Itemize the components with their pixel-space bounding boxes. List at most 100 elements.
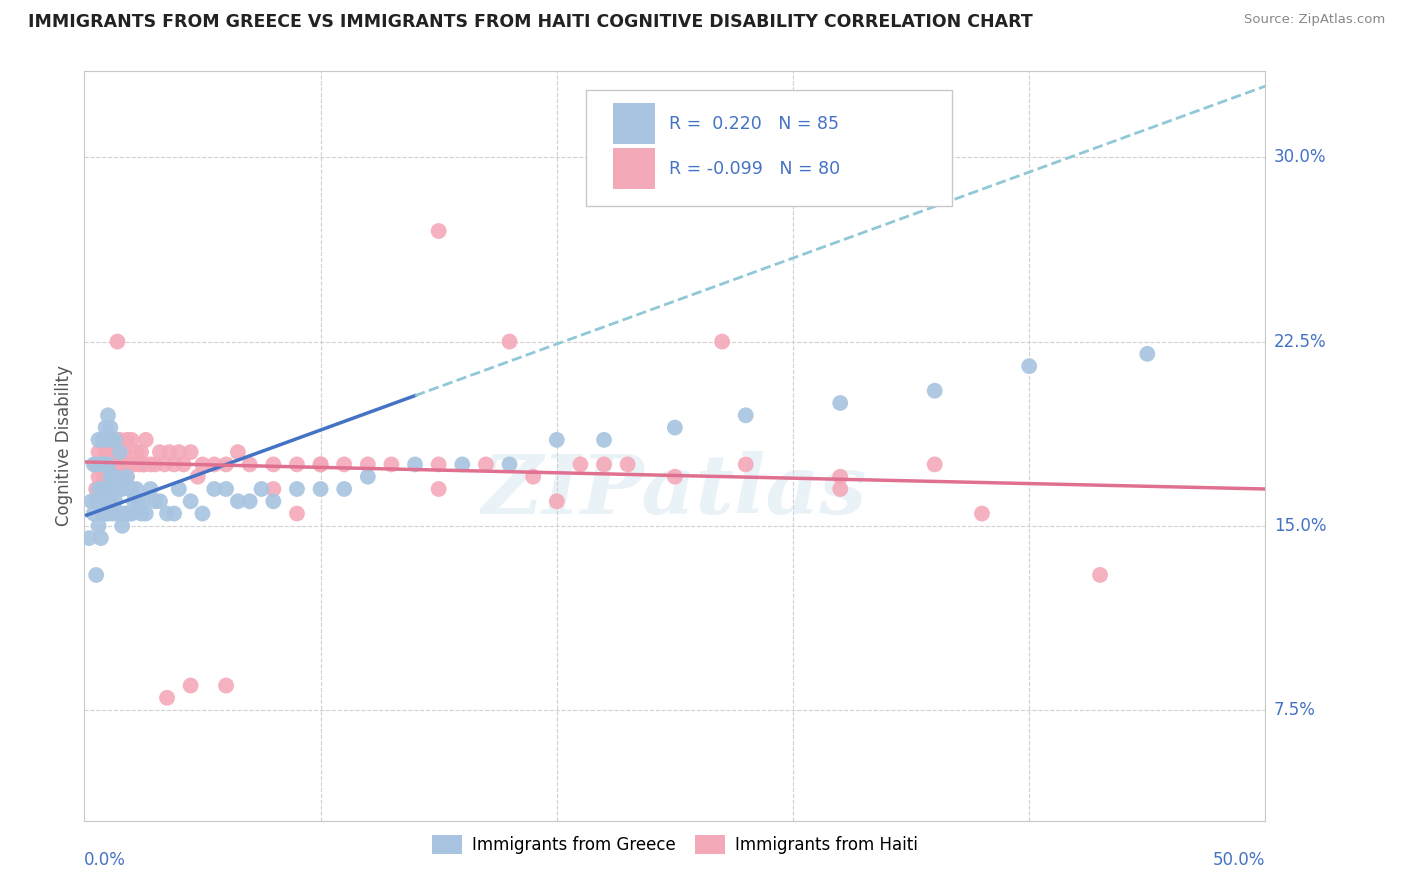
Point xyxy=(91,507,114,521)
Text: 0.0%: 0.0% xyxy=(84,851,127,869)
Point xyxy=(107,507,129,521)
Point xyxy=(83,507,105,521)
Point xyxy=(262,458,284,472)
Point xyxy=(285,507,308,521)
Point xyxy=(129,507,152,521)
Point xyxy=(98,445,121,459)
Point xyxy=(129,445,152,459)
Text: 22.5%: 22.5% xyxy=(1274,333,1326,351)
Point xyxy=(924,458,946,472)
Point xyxy=(451,458,474,472)
Point xyxy=(180,445,202,459)
Point xyxy=(101,458,124,472)
Point xyxy=(97,482,120,496)
Point xyxy=(91,482,114,496)
Point xyxy=(121,433,143,447)
Point xyxy=(108,458,131,472)
Text: 30.0%: 30.0% xyxy=(1274,148,1326,166)
Point xyxy=(115,458,138,472)
Point xyxy=(202,482,225,496)
Point xyxy=(122,494,145,508)
Point xyxy=(121,458,143,472)
Point xyxy=(149,494,172,508)
Point xyxy=(309,482,332,496)
Point xyxy=(180,679,202,693)
Text: 7.5%: 7.5% xyxy=(1274,701,1316,719)
Point xyxy=(97,482,120,496)
Text: ZIPatlas: ZIPatlas xyxy=(482,451,868,531)
Point xyxy=(135,433,157,447)
Point xyxy=(97,458,120,472)
Point xyxy=(664,420,686,434)
Point xyxy=(84,458,107,472)
Point xyxy=(84,482,107,496)
Point xyxy=(107,482,129,496)
Point xyxy=(475,458,498,472)
Point xyxy=(115,433,138,447)
Point xyxy=(132,458,155,472)
Point xyxy=(546,494,568,508)
Text: R =  0.220   N = 85: R = 0.220 N = 85 xyxy=(669,115,839,133)
Point xyxy=(122,458,145,472)
Point xyxy=(215,458,238,472)
Text: 15.0%: 15.0% xyxy=(1274,516,1326,535)
Point xyxy=(924,384,946,398)
Point xyxy=(427,482,450,496)
Point xyxy=(98,420,121,434)
Point xyxy=(107,334,129,349)
Point xyxy=(114,445,136,459)
Point xyxy=(115,469,138,483)
Point xyxy=(163,507,186,521)
Point xyxy=(167,482,190,496)
Point xyxy=(191,507,214,521)
Point xyxy=(132,494,155,508)
Point xyxy=(156,507,179,521)
Point xyxy=(156,690,179,705)
Point xyxy=(91,469,114,483)
Point xyxy=(118,458,141,472)
Point xyxy=(616,458,638,472)
Point xyxy=(91,433,114,447)
Point xyxy=(226,494,249,508)
Point xyxy=(107,445,129,459)
Point xyxy=(90,494,112,508)
Point xyxy=(91,458,114,472)
Point xyxy=(498,458,520,472)
Point xyxy=(118,507,141,521)
Point xyxy=(118,482,141,496)
Point xyxy=(84,568,107,582)
Point xyxy=(830,482,852,496)
Point xyxy=(187,469,209,483)
Point xyxy=(135,507,157,521)
Text: R = -0.099   N = 80: R = -0.099 N = 80 xyxy=(669,160,841,178)
Point xyxy=(215,482,238,496)
Point xyxy=(87,469,110,483)
Point xyxy=(104,469,127,483)
Point xyxy=(333,482,356,496)
Point xyxy=(121,507,143,521)
Point xyxy=(83,458,105,472)
Point xyxy=(101,469,124,483)
Point xyxy=(90,531,112,545)
Point xyxy=(357,458,380,472)
Y-axis label: Cognitive Disability: Cognitive Disability xyxy=(55,366,73,526)
Point xyxy=(94,420,117,434)
Point xyxy=(163,458,186,472)
Point xyxy=(262,482,284,496)
Point xyxy=(157,445,180,459)
Point xyxy=(84,494,107,508)
Point xyxy=(191,458,214,472)
Point xyxy=(357,469,380,483)
Point xyxy=(97,433,120,447)
Point xyxy=(153,458,176,472)
Point xyxy=(101,433,124,447)
Point xyxy=(87,519,110,533)
Point xyxy=(97,409,120,423)
Point xyxy=(108,433,131,447)
Point xyxy=(87,445,110,459)
Point xyxy=(333,458,356,472)
Point xyxy=(1018,359,1040,373)
Point xyxy=(80,494,103,508)
Point xyxy=(427,458,450,472)
Point xyxy=(309,458,332,472)
